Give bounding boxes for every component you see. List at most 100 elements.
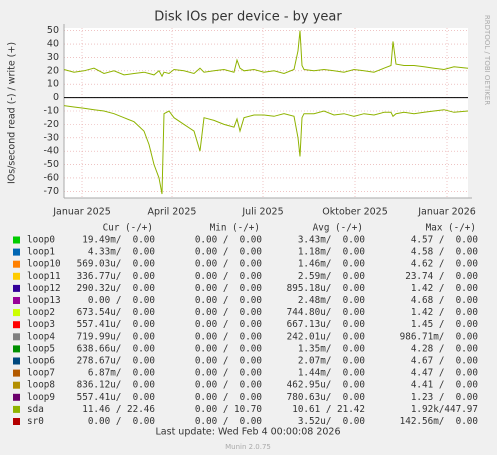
y-tick-label: 20: [47, 65, 59, 76]
legend-name: loop13: [27, 295, 61, 306]
legend-value: 0.00 / 0.00: [195, 343, 262, 354]
x-tick-label: Januar 2026: [417, 207, 476, 218]
y-tick-label: -50: [43, 159, 59, 170]
y-tick-label: -10: [43, 105, 59, 116]
legend-value: 4.28 / 0.00: [411, 343, 478, 354]
legend-value: 2.07m/ 0.00: [298, 356, 365, 367]
legend-value: 1.92k/447.97: [411, 404, 478, 415]
legend-value: 290.32u/ 0.00: [77, 283, 155, 294]
legend-name: loop11: [27, 271, 61, 282]
y-tick-label: 40: [47, 39, 59, 50]
legend-value: 0.00 / 0.00: [195, 319, 262, 330]
legend-name: sda: [27, 404, 44, 415]
y-tick-label: 30: [47, 52, 59, 63]
legend-swatch: [13, 297, 20, 304]
legend-value: 569.03u/ 0.00: [77, 259, 155, 270]
legend-value: 1.23 / 0.00: [411, 392, 478, 403]
legend-name: loop3: [27, 319, 55, 330]
legend-value: 780.63u/ 0.00: [287, 392, 365, 403]
legend-value: 638.66u/ 0.00: [77, 343, 155, 354]
legend-value: 6.87m/ 0.00: [88, 368, 155, 379]
legend-name: loop1: [27, 247, 55, 258]
legend-name: loop2: [27, 307, 55, 318]
legend-swatch: [13, 260, 20, 268]
x-tick-label: Januar 2025: [52, 207, 111, 218]
legend-name: sr0: [27, 416, 44, 427]
legend-swatch: [13, 248, 20, 256]
legend-name: loop9: [27, 392, 55, 403]
legend-value: 986.71m/ 0.00: [400, 331, 478, 342]
x-tick-label: Juli 2025: [241, 207, 283, 218]
legend-name: loop5: [27, 343, 55, 354]
legend-value: 0.00 / 0.00: [195, 259, 262, 270]
legend-value: 3.52u/ 0.00: [298, 416, 365, 427]
y-tick-label: -20: [43, 119, 59, 130]
y-tick-label: 50: [47, 25, 59, 36]
legend-value: 4.68 / 0.00: [411, 295, 478, 306]
legend-swatch: [13, 284, 20, 292]
y-axis-label: IOs/second read (-) / write (+): [7, 42, 18, 184]
legend-value: 0.00 / 0.00: [88, 295, 155, 306]
legend-swatch: [13, 369, 20, 377]
legend-value: 0.00 / 0.00: [195, 235, 262, 246]
legend-swatch: [13, 333, 20, 341]
legend-value: 667.13u/ 0.00: [287, 319, 365, 330]
legend-value: 278.67u/ 0.00: [77, 356, 155, 367]
legend-value: 4.67 / 0.00: [411, 356, 478, 367]
legend-value: 23.74 / 0.00: [405, 271, 478, 282]
legend-value: 0.00 / 0.00: [195, 416, 262, 427]
y-tick-label: 0: [53, 92, 59, 103]
legend-value: 1.44m/ 0.00: [298, 368, 365, 379]
legend-value: 142.56m/ 0.00: [400, 416, 478, 427]
side-text: RRDTOOL / TOBI OETIKER: [483, 15, 491, 105]
legend-swatch: [13, 405, 20, 413]
legend-value: 1.46m/ 0.00: [298, 259, 365, 270]
legend-header: Cur (-/+): [103, 223, 153, 234]
legend-swatch: [13, 418, 20, 425]
legend-value: 4.33m/ 0.00: [88, 247, 155, 258]
legend-value: 673.54u/ 0.00: [77, 307, 155, 318]
legend-value: 19.49m/ 0.00: [82, 235, 155, 246]
series-line: [63, 30, 469, 78]
legend-value: 11.46 / 22.46: [82, 404, 155, 415]
legend-swatch: [13, 393, 20, 401]
legend-value: 836.12u/ 0.00: [77, 380, 155, 391]
legend-value: 2.48m/ 0.00: [298, 295, 365, 306]
legend-header: Min (-/+): [210, 223, 260, 234]
legend-name: loop6: [27, 356, 55, 367]
legend-value: 4.58 / 0.00: [411, 247, 478, 258]
last-update: Last update: Wed Feb 4 00:00:08 2026: [156, 427, 341, 438]
legend-value: 1.42 / 0.00: [411, 283, 478, 294]
legend-header: Avg (-/+): [313, 223, 363, 234]
legend-value: 744.80u/ 0.00: [287, 307, 365, 318]
series-line: [63, 105, 469, 195]
legend-value: 557.41u/ 0.00: [77, 392, 155, 403]
legend-value: 10.61 / 21.42: [292, 404, 365, 415]
legend-value: 0.00 / 0.00: [195, 271, 262, 282]
legend-value: 1.42 / 0.00: [411, 307, 478, 318]
x-tick-label: April 2025: [148, 207, 197, 218]
legend-value: 719.99u/ 0.00: [77, 331, 155, 342]
legend-value: 0.00 / 0.00: [195, 307, 262, 318]
legend-value: 0.00 / 0.00: [195, 356, 262, 367]
legend-name: loop4: [27, 331, 55, 342]
legend-value: 1.45 / 0.00: [411, 319, 478, 330]
legend-value: 0.00 / 0.00: [195, 380, 262, 391]
legend-value: 3.43m/ 0.00: [298, 235, 365, 246]
legend-value: 557.41u/ 0.00: [77, 319, 155, 330]
y-tick-label: -70: [43, 186, 59, 197]
legend-value: 4.57 / 0.00: [411, 235, 478, 246]
legend-name: loop8: [27, 380, 55, 391]
x-tick-label: Oktober 2025: [322, 207, 388, 218]
legend-name: loop12: [27, 283, 61, 294]
legend-swatch: [13, 321, 20, 329]
legend-swatch: [13, 357, 20, 365]
legend-value: 2.59m/ 0.00: [298, 271, 365, 282]
legend-value: 0.00 / 0.00: [88, 416, 155, 427]
legend-swatch: [13, 272, 20, 280]
legend-swatch: [13, 381, 20, 389]
legend-value: 4.41 / 0.00: [411, 380, 478, 391]
y-tick-label: -40: [43, 146, 59, 157]
legend-header: Max (-/+): [426, 223, 476, 234]
